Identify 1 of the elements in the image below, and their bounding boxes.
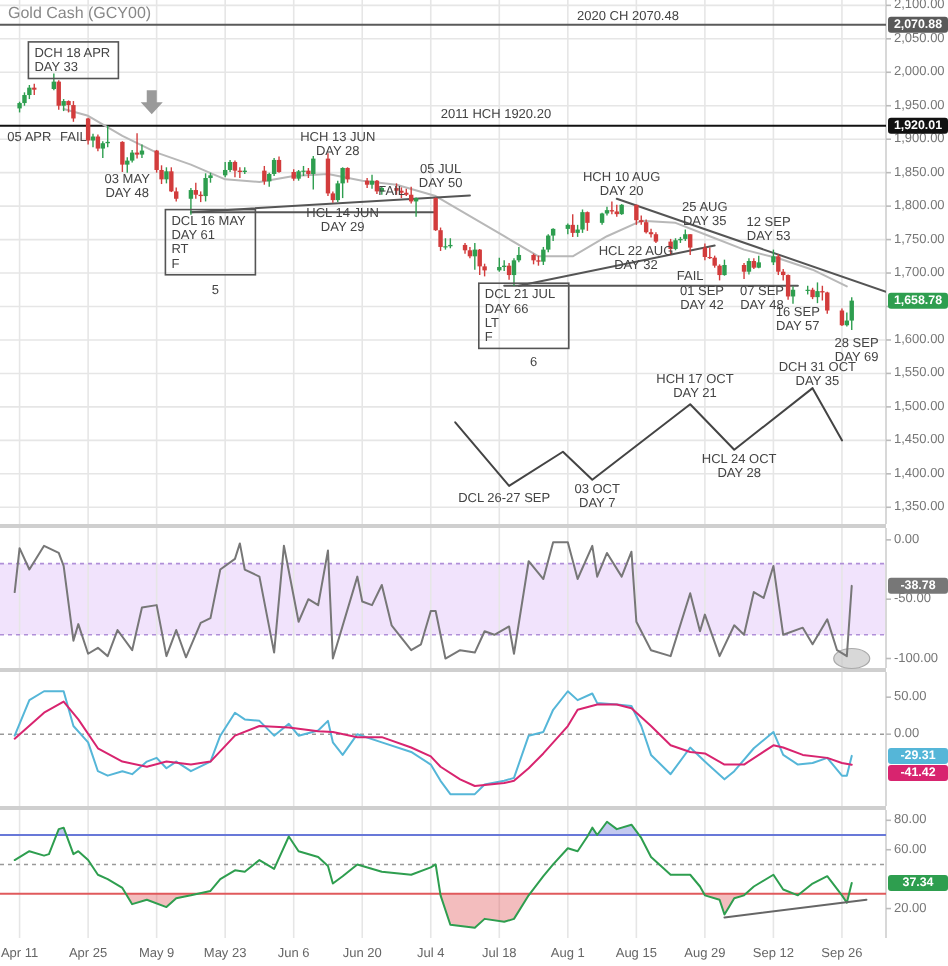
- chart-title: Gold Cash (GCY00): [8, 4, 152, 22]
